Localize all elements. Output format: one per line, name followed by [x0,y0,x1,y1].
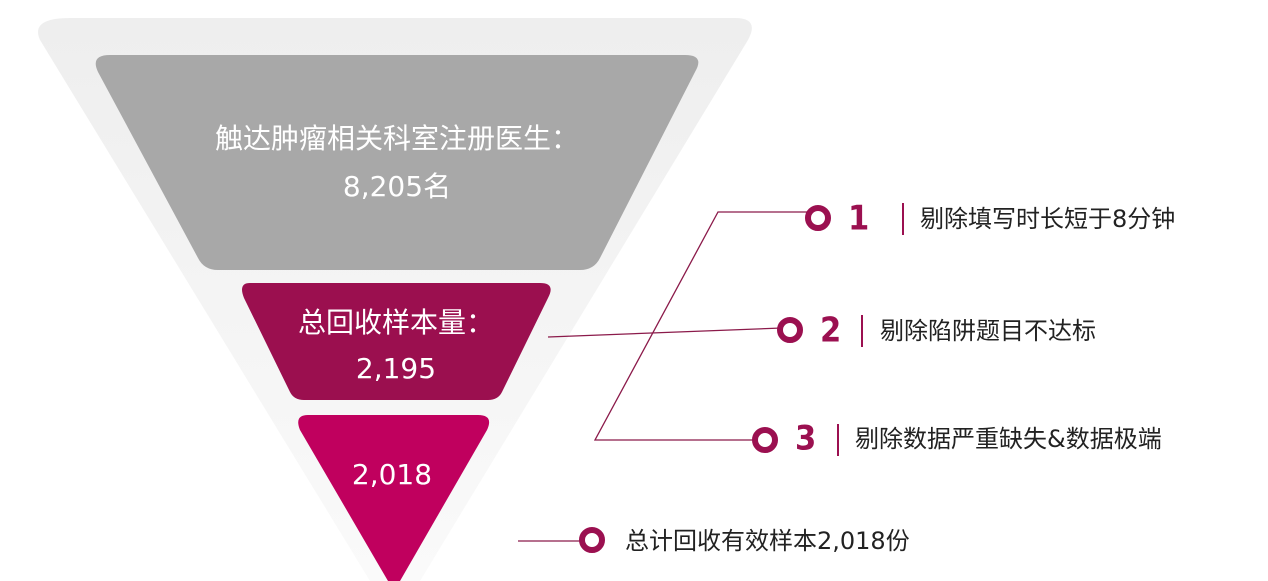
step: 3 剔除数据严重缺失&数据极端 [752,419,1162,459]
step-text: 剔除填写时长短于8分钟 [920,205,1175,233]
bullet [579,527,605,553]
bullet [805,205,831,231]
stage-value: 2,195 [356,352,436,385]
step: 2 剔除陷阱题目不达标 [777,311,1096,351]
summary: 总计回收有效样本2,018份 [625,527,910,555]
bullet [752,427,778,453]
stage-label: 总回收样本量： [298,306,494,339]
stage-value: 8,205名 [343,170,451,203]
stage-1-shape [95,55,699,270]
step-text: 剔除陷阱题目不达标 [880,317,1096,345]
step-number: 1 [848,199,869,239]
connector [593,211,808,441]
step: 1 剔除填写时长短于8分钟 [805,199,1175,239]
stage-3-shape [298,415,490,581]
step-text: 剔除数据严重缺失&数据极端 [855,425,1162,453]
stage-value: 2,018 [352,458,432,491]
stage-2-shape [242,283,551,400]
bullet [777,317,803,343]
step-number: 3 [795,419,816,459]
connector [547,327,783,338]
stage-label: 触达肿瘤相关科室注册医生： [215,122,579,155]
step-number: 2 [820,311,841,351]
